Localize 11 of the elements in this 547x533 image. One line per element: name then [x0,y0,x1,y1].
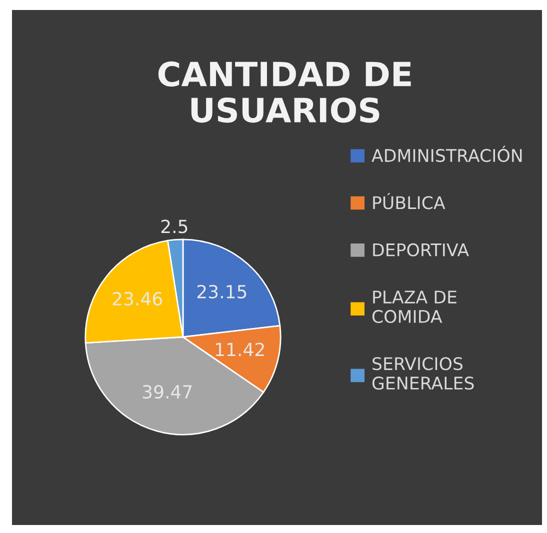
data-label: 23.46 [112,292,162,306]
legend-label: PÚBLICA [373,192,446,210]
legend-label: SERVICIOS GENERALES [372,357,474,390]
legend-label: DEPORTIVA [373,243,469,256]
data-label: 2.5 [161,220,188,234]
data-label: 23.15 [197,284,246,298]
legend-label: PLAZA DE COMIDA [372,290,456,324]
legend-label: ADMINISTRACIÓN [372,146,522,162]
data-label: 39.47 [142,385,192,399]
data-label: 11.42 [216,342,264,356]
chart-title: CANTIDAD DE USUARIOS [158,61,411,123]
